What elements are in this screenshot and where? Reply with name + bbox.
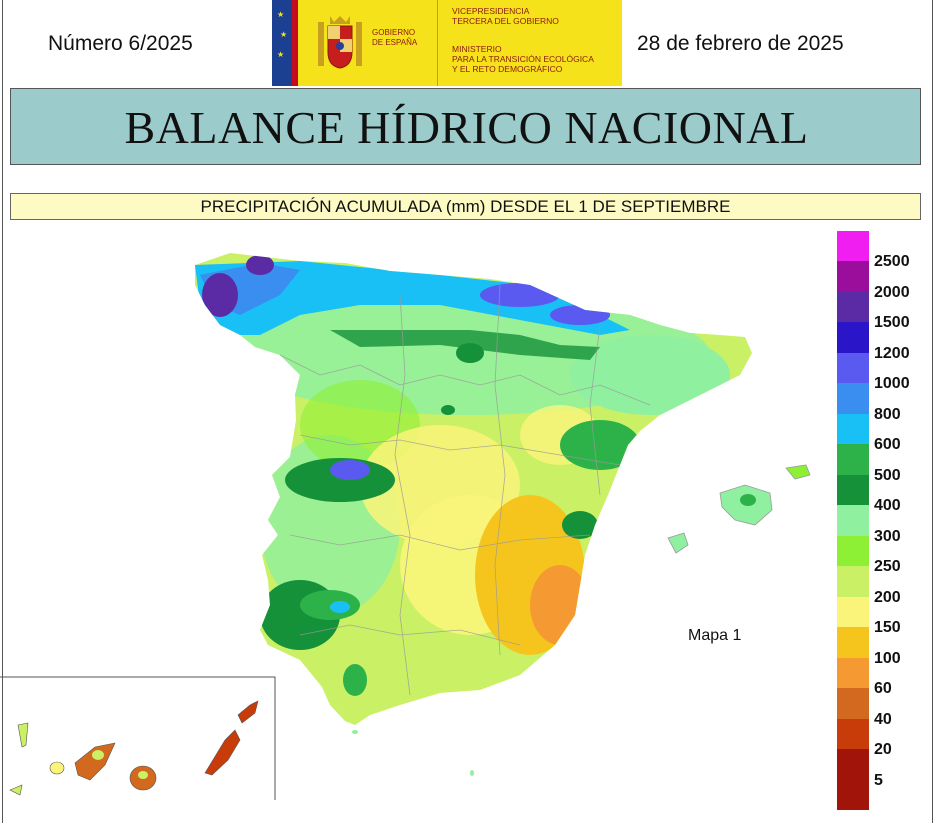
logo-vicepresidencia-text: VICEPRESIDENCIA TERCERA DEL GOBIERNO [452,6,559,26]
legend-label: 100 [874,649,901,667]
legend-label: 300 [874,527,901,545]
legend-label: 2000 [874,283,910,301]
ibiza-shape [667,532,689,554]
legend-label: 40 [874,710,892,728]
legend-label: 1200 [874,344,910,362]
legend-label: 400 [874,497,901,514]
legend-label: 60 [874,680,892,697]
la-gomera-shape [49,761,65,775]
legend-swatch [837,535,869,566]
map-label: Mapa 1 [688,627,742,644]
legend-swatch [837,444,869,475]
fuerteventura-shape [204,729,241,776]
legend-label: 600 [874,436,901,453]
legend-swatch [837,566,869,597]
legend-swatch [837,657,869,688]
legend-swatch [837,688,869,719]
legend-label: 1500 [874,314,910,331]
logo-gobierno-text: GOBIERNO DE ESPAÑA [372,28,418,47]
legend-swatch [837,718,869,749]
legend-swatch [837,291,869,322]
legend-swatch [837,627,869,658]
legend-swatch [837,413,869,444]
legend-label: 5 [874,771,883,789]
precipitation-map [0,253,811,800]
government-logo: ★ ★ ★ GOBIERNO DE ESPAÑA VICEPRESIDENCIA… [272,0,622,86]
bulletin-date: 28 de febrero de 2025 [637,32,844,55]
legend-label: 1000 [874,375,910,392]
legend-swatch [837,505,869,536]
menorca-shape [785,464,811,480]
eu-flag-icon: ★ ★ ★ [272,0,302,86]
legend-top-swatch [837,231,869,261]
legend-swatch [837,749,869,780]
legend-label: 250 [874,558,901,575]
page-title: BALANCE HÍDRICO NACIONAL [124,102,809,153]
coat-of-arms-icon [318,16,362,69]
legend-swatch [837,352,869,383]
tenerife-shape [74,742,116,781]
legend-label: 800 [874,405,901,423]
precipitation-legend: 2500 2000 1500 1200 1000 800 600 500 400 300 250 20… [837,231,927,810]
title-band: BALANCE HÍDRICO NACIONAL [10,88,921,165]
el-hierro-shape [9,784,23,796]
legend-swatch [837,596,869,627]
legend-swatch [837,322,869,353]
legend-swatch [837,474,869,505]
legend-swatch [837,261,869,292]
legend-label: 2500 [874,253,910,270]
lanzarote-shape [237,700,259,724]
legend-swatch [837,383,869,414]
legend-label: 20 [874,741,892,758]
logo-ministerio-text: MINISTERIO PARA LA TRANSICIÓN ECOLÓGICA … [452,44,594,74]
la-palma-shape [17,722,29,748]
legend-swatch [837,779,869,810]
map-subtitle: PRECIPITACIÓN ACUMULADA (mm) DESDE EL 1 … [10,193,921,220]
legend-label: 200 [874,588,901,606]
legend-label: 500 [874,466,901,484]
bulletin-number: Número 6/2025 [48,32,193,55]
legend-label: 150 [874,619,901,636]
